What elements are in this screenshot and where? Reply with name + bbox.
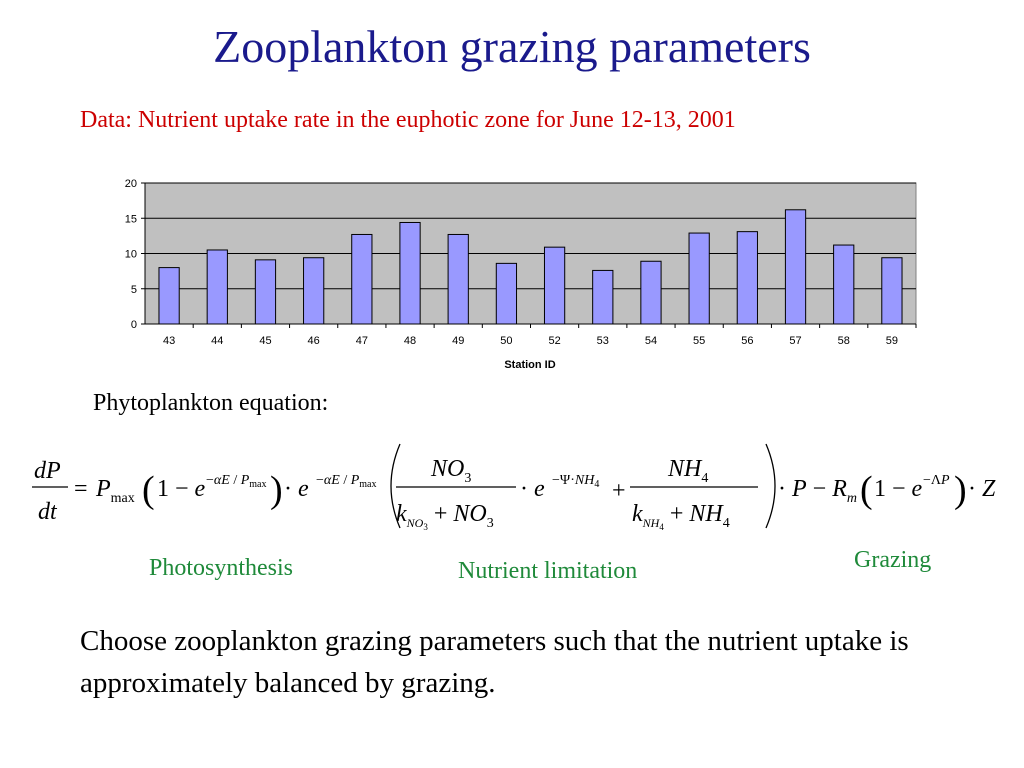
- svg-text:+: +: [612, 478, 626, 504]
- conclusion-text: Choose zooplankton grazing parameters su…: [80, 625, 909, 699]
- x-tick-label: 50: [500, 335, 512, 347]
- svg-text:NH4: NH4: [667, 456, 708, 486]
- svg-text:(: (: [142, 469, 155, 511]
- bar-station-49: [447, 233, 469, 325]
- svg-text:NO3: NO3: [430, 456, 471, 486]
- x-tick-label: 53: [597, 335, 609, 347]
- y-tick-label: 10: [125, 249, 137, 261]
- photosynthesis-label: Photosynthesis: [149, 555, 294, 581]
- x-axis-title: Station ID: [504, 359, 555, 371]
- bar-station-56: [736, 231, 758, 325]
- svg-text:−αE / Pmax: −αE / Pmax: [206, 473, 266, 490]
- svg-text:(: (: [860, 469, 873, 511]
- svg-text:dP: dP: [34, 458, 61, 484]
- bar-station-55: [688, 232, 710, 325]
- bar-station-54: [640, 260, 662, 325]
- x-tick-label: 54: [645, 335, 657, 347]
- svg-text:· e: · e: [520, 476, 545, 502]
- bar-station-58: [833, 244, 855, 325]
- grazing-label: Grazing: [854, 547, 932, 573]
- phytoplankton-equation: dP dt = Pmax ( 1 − e −αE / Pmax ) · e −α…: [32, 443, 996, 532]
- svg-text:1 − e: 1 − e: [874, 476, 923, 502]
- nutrient-limitation-label: Nutrient limitation: [458, 558, 638, 584]
- slide-title: Zooplankton grazing parameters: [213, 21, 811, 72]
- svg-text:=: =: [74, 476, 88, 502]
- svg-text:): ): [954, 469, 967, 511]
- svg-text:Pmax: Pmax: [95, 476, 135, 506]
- bar-station-46: [303, 257, 325, 325]
- svg-text:−αE / Pmax: −αE / Pmax: [316, 473, 376, 490]
- bar-station-43: [158, 267, 180, 325]
- x-tick-label: 46: [308, 335, 320, 347]
- svg-text:−Ψ·NH4: −Ψ·NH4: [552, 473, 599, 490]
- x-tick-label: 48: [404, 335, 416, 347]
- x-tick-label: 49: [452, 335, 464, 347]
- y-tick-label: 15: [125, 213, 137, 225]
- bar-station-44: [206, 249, 228, 325]
- y-tick-label: 5: [131, 284, 137, 296]
- svg-text:· e: · e: [284, 476, 309, 502]
- x-tick-label: 43: [163, 335, 175, 347]
- svg-text:): ): [270, 469, 283, 511]
- x-tick-label: 55: [693, 335, 705, 347]
- x-tick-label: 44: [211, 335, 223, 347]
- bar-station-50: [495, 262, 518, 325]
- bar-station-59: [881, 257, 903, 325]
- svg-text:−ΛP: −ΛP: [923, 473, 950, 488]
- x-tick-label: 57: [789, 335, 801, 347]
- x-tick-label: 52: [548, 335, 560, 347]
- svg-text:kNH4 + NH4: kNH4 + NH4: [632, 501, 730, 532]
- x-tick-label: 56: [741, 335, 753, 347]
- y-tick-label: 0: [131, 319, 137, 331]
- bar-chart: 0 5 10 15 20 43 44 45 46 47 48 49 50 52 53 54 55 56 57 58 59…: [125, 178, 917, 371]
- bar-station-57: [784, 209, 807, 325]
- x-tick-label: 45: [259, 335, 271, 347]
- bar-station-47: [351, 233, 373, 325]
- bar-station-45: [254, 259, 277, 325]
- x-tick-label: 59: [886, 335, 898, 347]
- bar-station-48: [399, 221, 421, 325]
- slide-subtitle: Data: Nutrient uptake rate in the euphot…: [80, 107, 736, 133]
- svg-text:dt: dt: [38, 499, 58, 525]
- svg-text:· Z: · Z: [968, 476, 996, 502]
- svg-text:· P − Rm: · P − Rm: [778, 476, 857, 506]
- x-tick-label: 58: [838, 335, 850, 347]
- bar-station-53: [592, 269, 614, 325]
- equation-heading: Phytoplankton equation:: [93, 390, 329, 416]
- svg-text:kNO3 + NO3: kNO3 + NO3: [396, 501, 494, 532]
- svg-text:1 − e: 1 − e: [157, 476, 206, 502]
- y-tick-label: 20: [125, 178, 137, 190]
- x-tick-label: 47: [356, 335, 368, 347]
- bar-station-52: [543, 246, 566, 325]
